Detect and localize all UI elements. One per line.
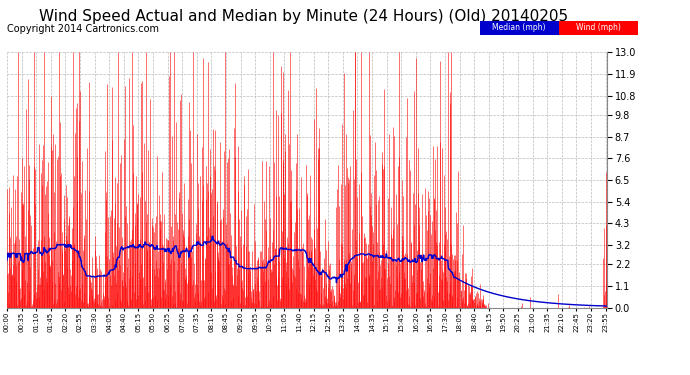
- Text: Copyright 2014 Cartronics.com: Copyright 2014 Cartronics.com: [7, 24, 159, 34]
- Text: Wind Speed Actual and Median by Minute (24 Hours) (Old) 20140205: Wind Speed Actual and Median by Minute (…: [39, 9, 568, 24]
- Text: Median (mph): Median (mph): [493, 23, 546, 32]
- Text: Wind (mph): Wind (mph): [576, 23, 621, 32]
